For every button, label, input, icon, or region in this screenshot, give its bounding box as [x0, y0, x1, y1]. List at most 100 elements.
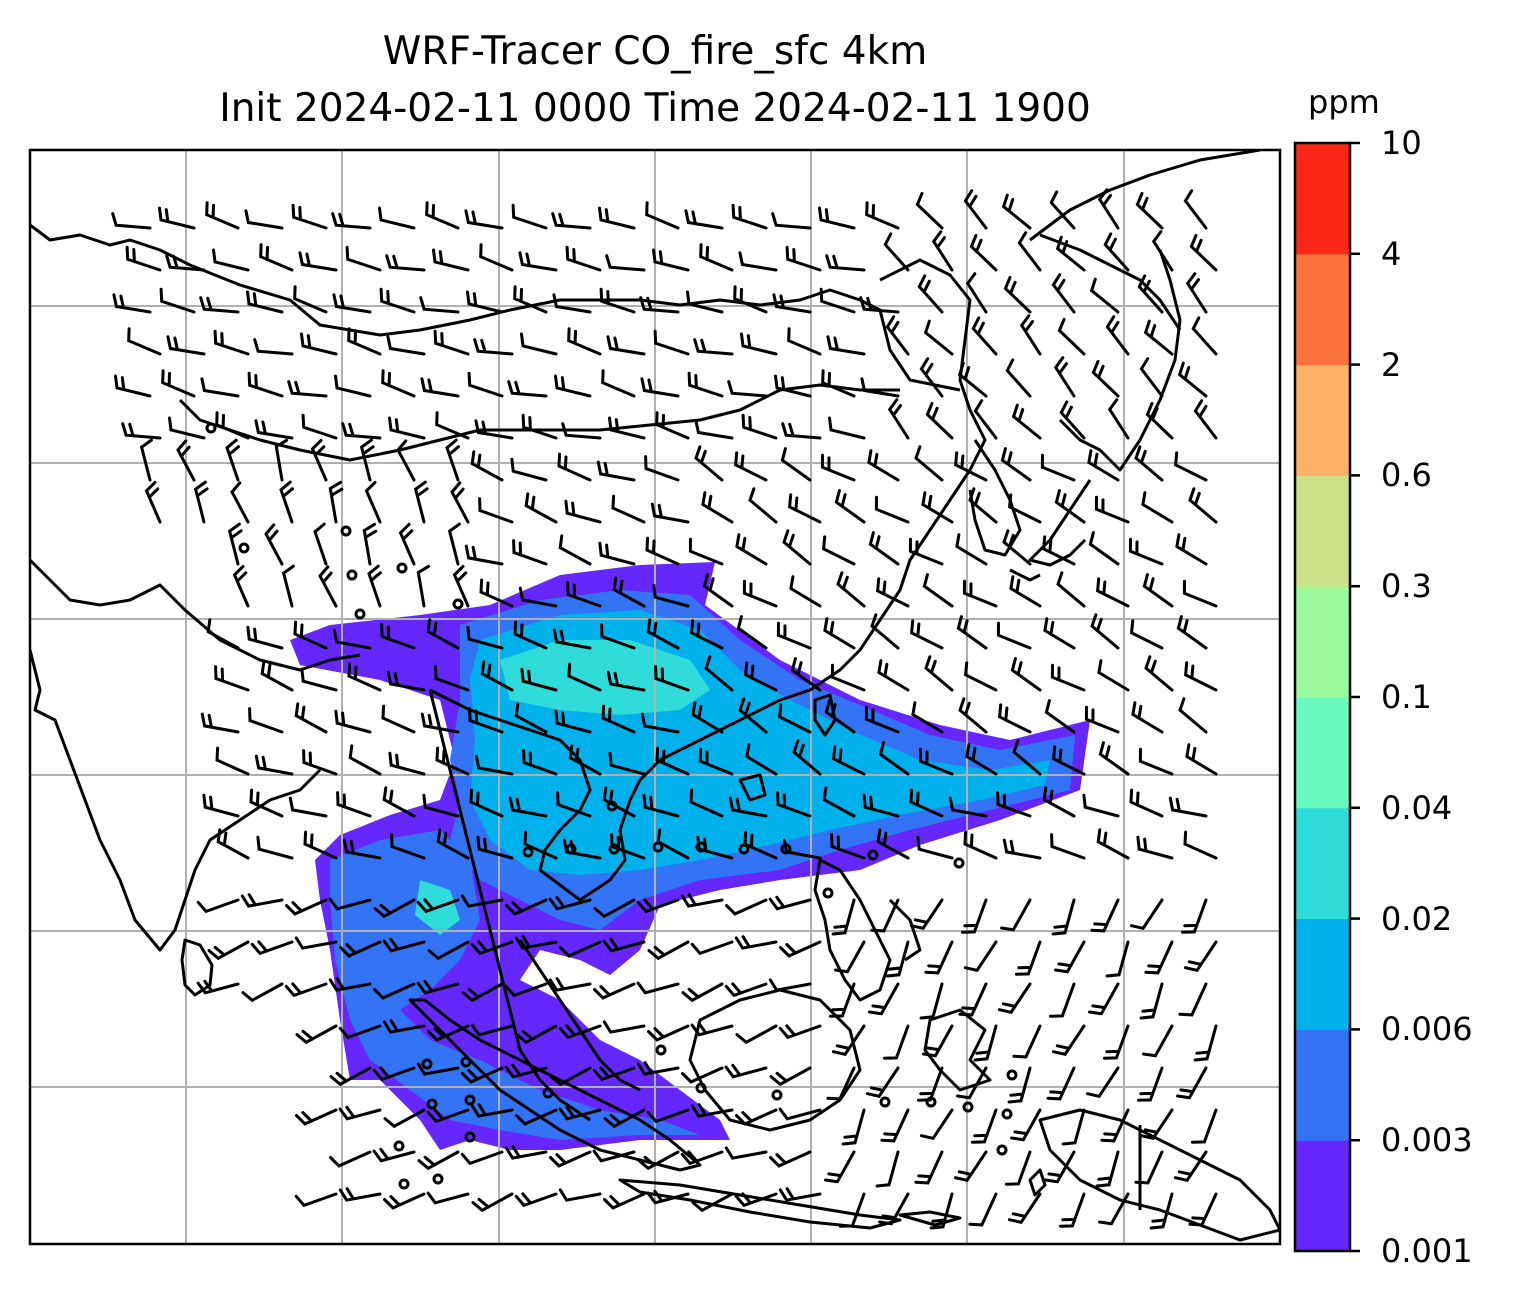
wind-barb — [196, 979, 240, 995]
wind-barb — [652, 248, 690, 272]
colorbar-tick-label: 0.001 — [1381, 1232, 1473, 1270]
wind-barb — [1139, 357, 1164, 398]
wind-barb — [925, 401, 954, 440]
wind-barb — [381, 369, 416, 398]
wind-barb — [247, 371, 284, 398]
wind-barb — [552, 628, 592, 650]
wind-barb — [417, 1150, 460, 1171]
wind-barb — [924, 940, 954, 975]
wind-barb — [728, 796, 768, 818]
wind-barb — [727, 380, 768, 398]
wind-barb — [1143, 319, 1174, 356]
wind-barb — [921, 491, 954, 524]
wind-barb — [598, 541, 636, 566]
wind-barb — [514, 702, 548, 734]
wind-barb — [824, 699, 856, 734]
wind-barb — [908, 537, 944, 566]
wind-barb — [1175, 533, 1208, 566]
wind-barb — [738, 251, 778, 272]
wind-barb — [1087, 449, 1120, 482]
wind-barb — [215, 746, 250, 776]
wind-barb — [602, 937, 646, 953]
wind-barb — [293, 285, 328, 314]
wind-barb — [874, 495, 910, 524]
wind-barb — [426, 1108, 470, 1124]
wind-barb — [1105, 940, 1130, 978]
wind-barb — [603, 1192, 646, 1210]
wind-barb — [655, 411, 690, 440]
wind-barb — [328, 480, 344, 524]
wind-barb — [241, 982, 284, 1003]
wind-barb — [461, 1066, 504, 1084]
wind-barb — [1008, 493, 1042, 524]
wind-barb — [548, 977, 592, 992]
colorbar-bin-0 — [1295, 1140, 1350, 1252]
wind-barb — [336, 791, 372, 818]
wind-barb — [504, 1063, 548, 1079]
wind-barb — [1005, 358, 1032, 398]
wind-barb — [329, 1066, 372, 1087]
wind-barb — [830, 833, 866, 860]
wind-barb — [916, 835, 954, 860]
wind-barb — [295, 1024, 338, 1045]
wind-barb — [246, 625, 284, 650]
wind-barb — [769, 1150, 812, 1168]
wind-barb — [859, 296, 900, 314]
wind-barb — [425, 201, 460, 230]
wind-barb — [1050, 663, 1086, 692]
wind-barb — [909, 898, 944, 930]
wind-barb — [973, 1024, 998, 1062]
wind-barb — [551, 212, 592, 230]
colorbar-tick-label: 2 — [1381, 345, 1402, 384]
wind-barb — [513, 620, 548, 650]
wind-barb — [611, 494, 646, 524]
wind-barb — [681, 982, 724, 1003]
wind-barb — [969, 233, 998, 272]
wind-barb — [911, 701, 944, 734]
wind-barb — [870, 613, 900, 650]
wind-barb — [1128, 537, 1164, 566]
plume-level-002 — [500, 640, 710, 715]
wind-barb — [313, 522, 328, 566]
wind-barb — [329, 1150, 372, 1168]
colorbar-tick-label: 0.006 — [1381, 1010, 1473, 1049]
wind-barb — [338, 1024, 382, 1040]
wind-barb — [968, 1192, 998, 1227]
wind-barb — [877, 659, 910, 692]
wind-barb — [909, 788, 944, 818]
wind-barb — [1097, 188, 1120, 230]
wind-barb — [338, 1105, 382, 1121]
wind-barb — [878, 741, 910, 776]
wind-barb — [511, 203, 548, 230]
wind-barb — [887, 398, 910, 440]
wind-barb — [1000, 898, 1032, 932]
wind-barb — [1176, 615, 1208, 650]
wind-barb — [1012, 1024, 1042, 1059]
wind-barb — [436, 828, 470, 860]
wind-barb — [785, 245, 822, 272]
wind-barb — [780, 447, 812, 482]
wind-barb — [1042, 786, 1076, 818]
wind-barb — [1050, 833, 1086, 860]
wind-barb — [1090, 898, 1120, 933]
wind-barb — [735, 533, 768, 566]
wind-barb — [958, 982, 988, 1017]
russia-coast — [1029, 150, 1261, 331]
wind-barb — [642, 793, 680, 818]
wind-barb — [432, 248, 470, 272]
wind-barb — [139, 438, 153, 482]
wind-barb — [372, 1066, 416, 1082]
wind-barb — [601, 704, 636, 734]
wind-barb — [1151, 230, 1174, 272]
wind-barb — [965, 272, 988, 314]
wind-barb — [461, 982, 504, 1003]
wind-barb — [558, 1188, 602, 1202]
wind-barb — [295, 1108, 338, 1126]
wind-barb — [564, 499, 602, 524]
wind-barb — [1056, 571, 1086, 608]
timor-islands — [898, 1168, 1047, 1227]
wind-barb — [1136, 1066, 1164, 1102]
wind-barb — [114, 374, 152, 398]
wind-barb — [1010, 1108, 1042, 1142]
wind-barb — [996, 791, 1032, 818]
